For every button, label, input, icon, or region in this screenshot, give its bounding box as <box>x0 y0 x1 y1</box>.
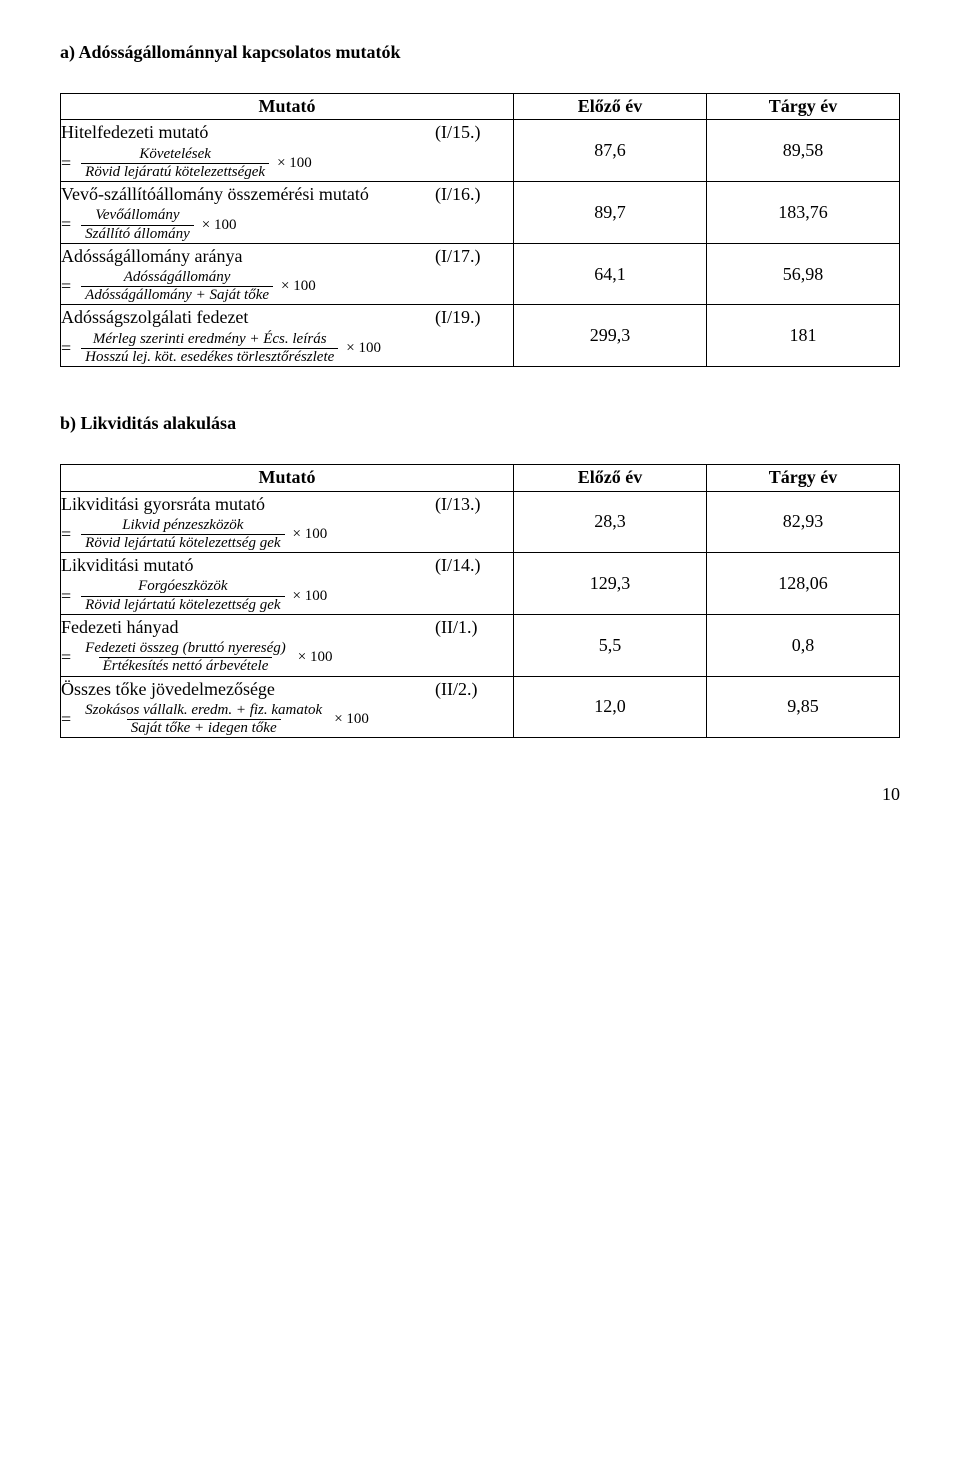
formula-numerator: Fedezeti összeg (bruttó nyereség) <box>81 640 290 657</box>
equals-sign: = <box>61 707 71 732</box>
equals-sign: = <box>61 274 71 299</box>
equals-sign: = <box>61 212 71 237</box>
prev-year-value: 12,0 <box>514 676 707 738</box>
indicator-code: (I/19.) <box>435 305 513 330</box>
curr-year-value: 181 <box>707 305 900 367</box>
indicator-code: (I/17.) <box>435 244 513 269</box>
indicator-code: (I/15.) <box>435 120 513 145</box>
header-prev-year: Előző év <box>514 465 707 491</box>
multiply-100: × 100 <box>334 709 369 730</box>
curr-year-value: 82,93 <box>707 491 900 553</box>
multiply-100: × 100 <box>202 215 237 236</box>
page-number: 10 <box>60 782 900 807</box>
multiply-100: × 100 <box>277 153 312 174</box>
indicator-name: Adósságállomány aránya <box>61 244 435 269</box>
equals-sign: = <box>61 336 71 361</box>
formula-denominator: Rövid lejártatú kötelezettség gek <box>81 596 284 614</box>
formula-numerator: Mérleg szerinti eredmény + Écs. leírás <box>89 331 331 348</box>
indicator-name: Likviditási gyorsráta mutató <box>61 492 435 517</box>
table-row: Vevő-szállítóállomány összemérési mutató… <box>61 182 900 244</box>
formula-numerator: Szokásos vállalk. eredm. + fiz. kamatok <box>81 702 326 719</box>
indicator-formula: = Adósságállomány Adósságállomány + Sajá… <box>61 269 513 305</box>
table-section-b: Mutató Előző év Tárgy év Likviditási gyo… <box>60 464 900 738</box>
prev-year-value: 5,5 <box>514 614 707 676</box>
equals-sign: = <box>61 645 71 670</box>
equals-sign: = <box>61 151 71 176</box>
table-row: Összes tőke jövedelmezősége (II/2.) = Sz… <box>61 676 900 738</box>
table-header-row: Mutató Előző év Tárgy év <box>61 465 900 491</box>
multiply-100: × 100 <box>298 647 333 668</box>
table-section-a: Mutató Előző év Tárgy év Hitelfedezeti m… <box>60 93 900 367</box>
table-header-row: Mutató Előző év Tárgy év <box>61 94 900 120</box>
table-row: Fedezeti hányad (II/1.) = Fedezeti össze… <box>61 614 900 676</box>
curr-year-value: 183,76 <box>707 182 900 244</box>
formula-numerator: Adósságállomány <box>120 269 235 286</box>
indicator-code: (I/16.) <box>435 182 513 207</box>
formula-numerator: Vevőállomány <box>91 207 183 224</box>
prev-year-value: 28,3 <box>514 491 707 553</box>
section-b-heading: b) Likviditás alakulása <box>60 411 900 436</box>
multiply-100: × 100 <box>281 276 316 297</box>
indicator-formula: = Likvid pénzeszközök Rövid lejártatú kö… <box>61 517 513 553</box>
indicator-name: Adósságszolgálati fedezet <box>61 305 435 330</box>
prev-year-value: 64,1 <box>514 243 707 305</box>
indicator-formula: = Fedezeti összeg (bruttó nyereség) Érté… <box>61 640 513 676</box>
indicator-name: Likviditási mutató <box>61 553 435 578</box>
header-curr-year: Tárgy év <box>707 465 900 491</box>
equals-sign: = <box>61 584 71 609</box>
curr-year-value: 128,06 <box>707 553 900 615</box>
indicator-formula: = Forgóeszközök Rövid lejártatú köteleze… <box>61 578 513 614</box>
formula-numerator: Követelések <box>135 146 215 163</box>
multiply-100: × 100 <box>346 338 381 359</box>
header-prev-year: Előző év <box>514 94 707 120</box>
prev-year-value: 129,3 <box>514 553 707 615</box>
formula-denominator: Szállító állomány <box>81 225 194 243</box>
table-row: Likviditási mutató (I/14.) = Forgóeszköz… <box>61 553 900 615</box>
curr-year-value: 89,58 <box>707 120 900 182</box>
formula-denominator: Saját tőke + idegen tőke <box>127 719 281 737</box>
indicator-code: (II/2.) <box>435 677 513 702</box>
prev-year-value: 89,7 <box>514 182 707 244</box>
indicator-formula: = Vevőállomány Szállító állomány × 100 <box>61 207 513 243</box>
equals-sign: = <box>61 522 71 547</box>
formula-denominator: Rövid lejáratú kötelezettségek <box>81 163 269 181</box>
indicator-formula: = Szokásos vállalk. eredm. + fiz. kamato… <box>61 702 513 738</box>
multiply-100: × 100 <box>293 586 328 607</box>
indicator-name: Összes tőke jövedelmezősége <box>61 677 435 702</box>
formula-denominator: Adósságállomány + Saját tőke <box>81 286 273 304</box>
formula-denominator: Értékesítés nettó árbevétele <box>99 657 273 675</box>
table-row: Likviditási gyorsráta mutató (I/13.) = L… <box>61 491 900 553</box>
curr-year-value: 0,8 <box>707 614 900 676</box>
prev-year-value: 87,6 <box>514 120 707 182</box>
table-row: Hitelfedezeti mutató (I/15.) = Követelés… <box>61 120 900 182</box>
formula-numerator: Likvid pénzeszközök <box>118 517 247 534</box>
indicator-name: Hitelfedezeti mutató <box>61 120 435 145</box>
formula-denominator: Rövid lejártatú kötelezettség gek <box>81 534 284 552</box>
header-curr-year: Tárgy év <box>707 94 900 120</box>
indicator-formula: = Követelések Rövid lejáratú kötelezetts… <box>61 146 513 182</box>
header-indicator: Mutató <box>61 465 514 491</box>
multiply-100: × 100 <box>293 524 328 545</box>
header-indicator: Mutató <box>61 94 514 120</box>
table-row: Adósságszolgálati fedezet (I/19.) = Mérl… <box>61 305 900 367</box>
indicator-code: (II/1.) <box>435 615 513 640</box>
indicator-name: Vevő-szállítóállomány összemérési mutató <box>61 182 435 207</box>
indicator-formula: = Mérleg szerinti eredmény + Écs. leírás… <box>61 331 513 367</box>
curr-year-value: 9,85 <box>707 676 900 738</box>
section-a-heading: a) Adósságállománnyal kapcsolatos mutató… <box>60 40 900 65</box>
formula-numerator: Forgóeszközök <box>134 578 231 595</box>
curr-year-value: 56,98 <box>707 243 900 305</box>
indicator-code: (I/14.) <box>435 553 513 578</box>
indicator-name: Fedezeti hányad <box>61 615 435 640</box>
indicator-code: (I/13.) <box>435 492 513 517</box>
formula-denominator: Hosszú lej. köt. esedékes törlesztőrészl… <box>81 348 338 366</box>
prev-year-value: 299,3 <box>514 305 707 367</box>
table-row: Adósságállomány aránya (I/17.) = Adósság… <box>61 243 900 305</box>
